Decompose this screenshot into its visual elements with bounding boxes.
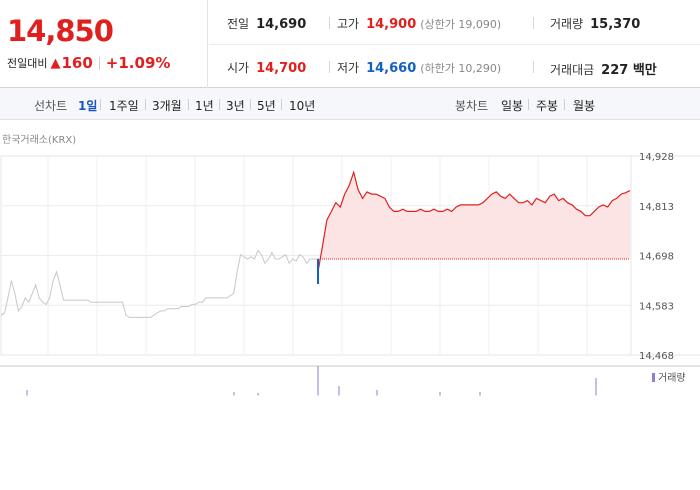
tab-monthly-candle[interactable]: 월봉 [573,99,596,113]
data-source-label: 한국거래소(KRX) [2,135,77,146]
tab-daily-candle[interactable]: 일봉 [501,99,524,113]
metric-high: 고가 14,900 (상한가 19,090) [337,15,501,32]
y-tick-label: 14,813 [639,202,674,213]
divider [98,56,100,70]
up-triangle-icon: ▲ [50,55,61,71]
divider [100,99,101,110]
tab-1year[interactable]: 1년 [195,99,214,113]
metric-value: 15,370 [590,17,641,32]
divider [145,99,146,110]
metric-amount: 거래대금 227 백만 [550,59,657,78]
candle-chart-label: 봉차트 [455,99,489,113]
change-percent: +1.09% [105,54,171,72]
metric-label: 전일 [227,17,250,31]
current-price: 14,850 [7,14,114,48]
metric-open: 시가 14,700 [227,59,306,76]
today-area [318,172,630,272]
metric-label: 시가 [227,61,250,75]
volume-legend: 거래량 [652,372,686,384]
divider [533,17,534,29]
tab-weekly-candle[interactable]: 주봉 [536,99,559,113]
tab-1week[interactable]: 1주일 [109,99,139,113]
metric-sub: (하한가 10,290) [420,62,502,75]
tab-10years[interactable]: 10년 [289,99,316,113]
metric-label: 거래대금 [550,63,595,77]
divider [188,99,189,110]
metric-value: 14,700 [256,61,307,76]
metric-value: 227 백만 [601,63,657,78]
line-chart-label: 선차트 [34,99,68,113]
divider [329,17,330,29]
y-tick-label: 14,928 [639,152,674,163]
quote-metrics: 전일 14,690 고가 14,900 (상한가 19,090) 거래량 15,… [209,0,700,88]
metric-value: 14,660 [366,61,417,76]
metric-sub: (상한가 19,090) [420,18,502,31]
divider [564,99,565,110]
volume-legend-swatch [652,373,655,382]
metric-value: 14,690 [256,17,307,32]
chart-period-tabs: 선차트 1일 1주일 3개월 1년 3년 5년 10년 봉차트 일봉 주봉 월봉 [0,88,700,120]
volume-legend-label: 거래량 [658,372,686,384]
y-tick-label: 14,698 [639,252,674,263]
metric-value: 14,900 [366,17,417,32]
metric-volume: 거래량 15,370 [550,15,640,32]
divider [533,61,534,73]
divider [528,99,529,110]
divider [329,61,330,73]
quote-header: 14,850 전일대비 ▲ 160 +1.09% 전일 14,690 고가 14… [0,0,700,88]
tab-5years[interactable]: 5년 [257,99,276,113]
divider [219,99,220,110]
y-tick-label: 14,468 [639,351,674,362]
tab-3years[interactable]: 3년 [226,99,245,113]
change-label: 전일대비 [7,57,48,70]
metric-low: 저가 14,660 (하한가 10,290) [337,59,501,76]
tab-1day[interactable]: 1일 [78,99,98,113]
divider [250,99,251,110]
metric-label: 고가 [337,17,360,31]
y-axis-ticks: 14,928 14,813 14,698 14,583 14,468 [639,152,674,362]
current-price-box: 14,850 전일대비 ▲ 160 +1.09% [0,0,208,88]
tab-3months[interactable]: 3개월 [152,99,182,113]
change-amount: 160 [61,54,93,72]
today-line [317,170,631,273]
volume-chart [0,366,700,397]
chart-series [0,170,631,318]
change-row: 전일대비 ▲ 160 +1.09% [7,54,170,72]
metric-label: 저가 [337,61,360,75]
divider [209,44,700,45]
prev-day-line [0,249,317,318]
metric-label: 거래량 [550,17,584,31]
y-tick-label: 14,583 [639,301,674,312]
divider [281,99,282,110]
metric-prev-close: 전일 14,690 [227,15,306,32]
